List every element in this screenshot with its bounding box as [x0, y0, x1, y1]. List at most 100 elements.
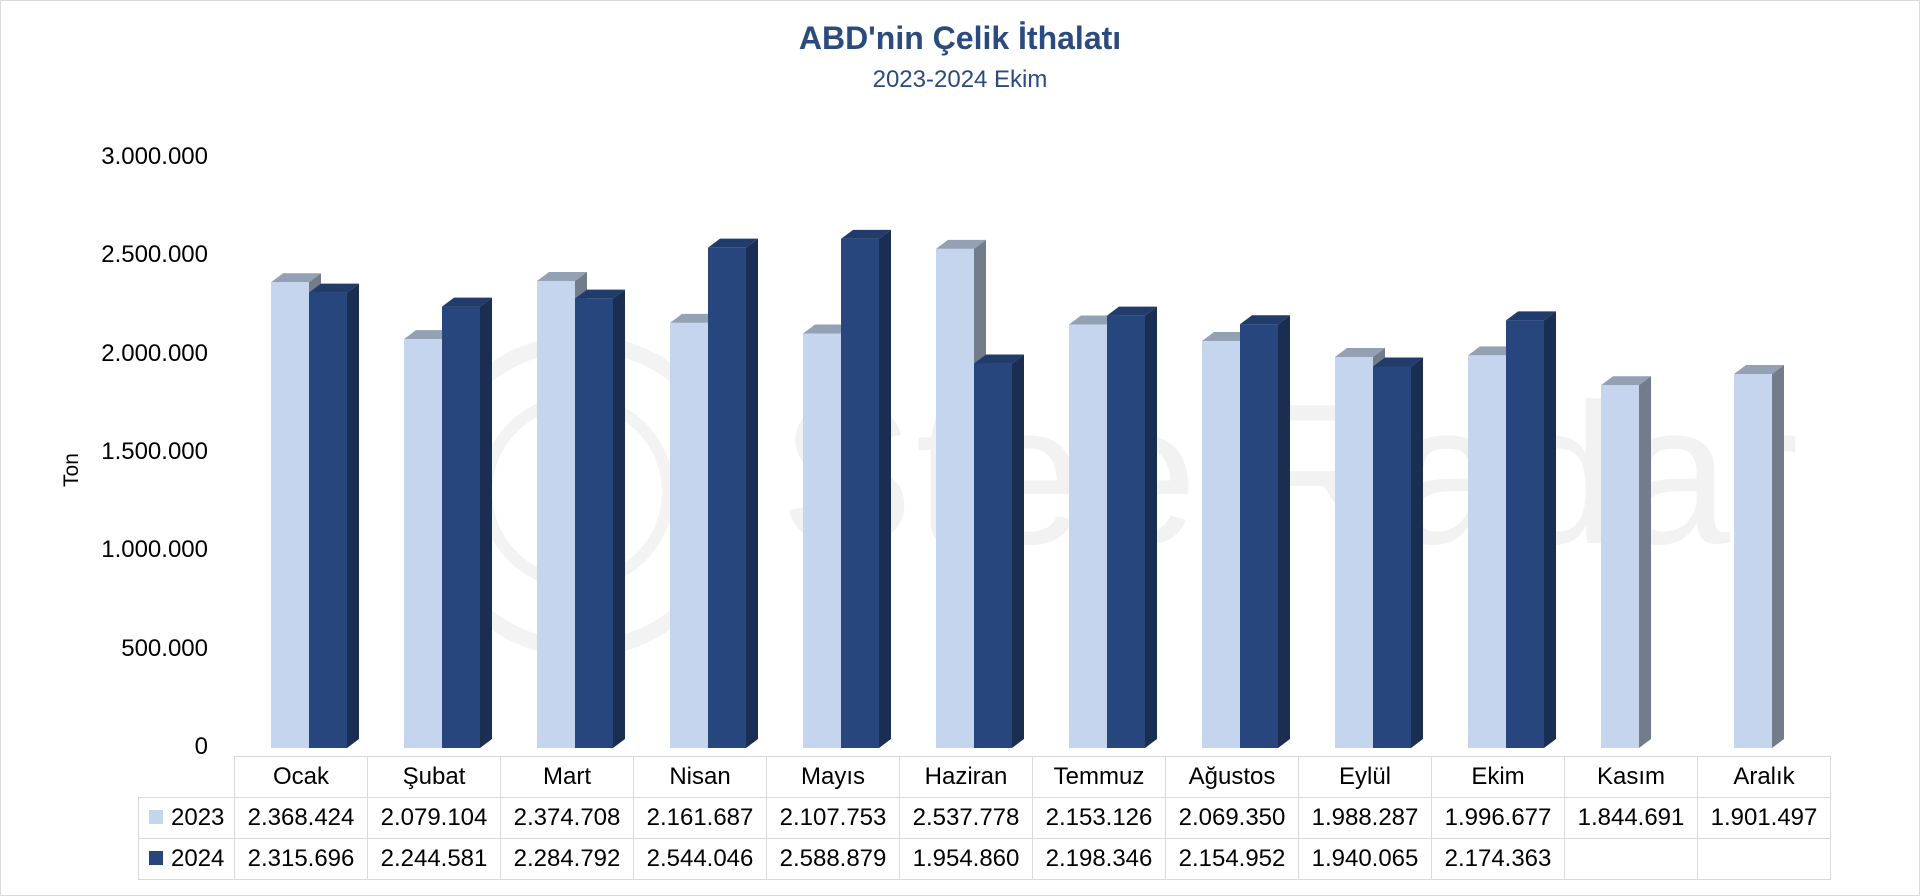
bar-top-face: [271, 273, 321, 283]
bar-top-face: [670, 313, 720, 323]
bar-2024-Mayıs: [841, 229, 891, 749]
bar-top-face: [1069, 315, 1119, 325]
data-value-cell: 2.154.952: [1165, 838, 1299, 880]
data-value-cell: 2.198.346: [1032, 838, 1166, 880]
bar-front-face: [1202, 341, 1240, 748]
bar-front-face: [803, 333, 841, 748]
bar-side-face: [1639, 376, 1651, 748]
data-value-cell: 1.996.677: [1431, 797, 1565, 839]
bar-front-face: [537, 280, 575, 748]
bar-side-face: [1544, 311, 1556, 748]
bar-top-face: [841, 229, 891, 239]
data-value-cell: 2.174.363: [1431, 838, 1565, 880]
bar-front-face: [936, 248, 974, 748]
data-value-cell: 2.588.879: [766, 838, 900, 880]
data-value-cell: 2.284.792: [500, 838, 634, 880]
category-label: Ağustos: [1165, 756, 1299, 798]
bar-front-face: [1468, 355, 1506, 748]
bar-top-face: [309, 283, 359, 293]
data-table-row-2023: 2023 2.368.424 2.079.104 2.374.708 2.161.687…: [138, 797, 1831, 839]
bar-2024-Ekim: [1506, 311, 1556, 748]
data-value-cell: 1.901.497: [1697, 797, 1831, 839]
y-tick-label: 2.000.000: [101, 339, 208, 367]
bar-front-face: [1601, 385, 1639, 748]
data-value-cell: 2.315.696: [234, 838, 368, 880]
data-value-cell: 2.079.104: [367, 797, 501, 839]
bar-front-face: [1069, 324, 1107, 748]
data-value-cell: [1697, 838, 1831, 880]
bar-front-face: [404, 339, 442, 748]
data-value-cell: 2.374.708: [500, 797, 634, 839]
bar-top-face: [404, 330, 454, 340]
y-tick-label: 3.000.000: [101, 143, 208, 170]
bar-top-face: [708, 238, 758, 248]
bar-front-face: [1373, 366, 1411, 748]
bar-2024-Haziran: [974, 354, 1024, 748]
bar-front-face: [1335, 356, 1373, 748]
y-tick-label: 500.000: [121, 634, 208, 662]
data-value-cell: 2.368.424: [234, 797, 368, 839]
legend-swatch-icon: [149, 809, 163, 824]
bar-side-face: [1772, 365, 1784, 748]
bar-top-face: [1734, 365, 1784, 375]
series-name: 2023: [171, 804, 225, 831]
bar-2024-Eylül: [1373, 357, 1423, 748]
data-value-cell: 2.107.753: [766, 797, 900, 839]
category-label: Kasım: [1564, 756, 1698, 798]
category-label: Şubat: [367, 756, 501, 798]
chart-title: ABD'nin Çelik İthalatı: [798, 20, 1122, 56]
bar-side-face: [746, 238, 758, 748]
bar-top-face: [803, 324, 853, 334]
bar-top-face: [1468, 346, 1518, 356]
category-label: Temmuz: [1032, 756, 1166, 798]
bar-2024-Temmuz: [1107, 306, 1157, 748]
data-value-cell: 2.161.687: [633, 797, 767, 839]
data-table-row-2024: 2024 2.315.696 2.244.581 2.284.792 2.544.046…: [138, 838, 1831, 880]
bar-2024-Ocak: [309, 283, 359, 748]
bar-front-face: [841, 238, 879, 748]
bar-top-face: [1335, 347, 1385, 357]
bar-top-face: [1601, 376, 1651, 386]
chart-subtitle: 2023-2024 Ekim: [872, 66, 1048, 93]
bar-2024-Mart: [575, 289, 625, 748]
bar-top-face: [537, 271, 587, 281]
y-tick-label: 1.000.000: [101, 536, 208, 564]
bar-side-face: [347, 283, 359, 748]
data-value-cell: 1.988.287: [1298, 797, 1432, 839]
data-value-cell: [1564, 838, 1698, 880]
data-table-header-row: Ocak Şubat Mart Nisan Mayıs Haziran Temmuz Ağus…: [138, 756, 1831, 798]
y-tick-label: 1.500.000: [101, 438, 208, 465]
category-label: Mart: [500, 756, 634, 798]
bar-top-face: [1240, 315, 1290, 325]
legend-entry: 2023: [138, 797, 235, 839]
bar-front-face: [309, 292, 347, 748]
bar-side-face: [1145, 306, 1157, 748]
bar-2023-Kasım: [1601, 376, 1651, 748]
bar-side-face: [613, 289, 625, 748]
data-table: Ocak Şubat Mart Nisan Mayıs Haziran Temmuz Ağus…: [138, 756, 1831, 880]
data-value-cell: 2.069.350: [1165, 797, 1299, 839]
bar-side-face: [879, 229, 891, 749]
data-value-cell: 2.537.778: [899, 797, 1033, 839]
bar-top-face: [1506, 311, 1556, 321]
bar-front-face: [271, 282, 309, 748]
data-value-cell: 1.844.691: [1564, 797, 1698, 839]
bar-front-face: [708, 247, 746, 748]
bar-2023-Aralık: [1734, 365, 1784, 748]
category-label: Eylül: [1298, 756, 1432, 798]
bar-front-face: [1240, 324, 1278, 748]
bar-side-face: [480, 297, 492, 748]
bar-2024-Ağustos: [1240, 315, 1290, 748]
bar-top-face: [936, 239, 986, 249]
bar-2024-Şubat: [442, 297, 492, 748]
bar-side-face: [1411, 357, 1423, 748]
bar-front-face: [442, 306, 480, 748]
category-label: Ocak: [234, 756, 368, 798]
category-label: Ekim: [1431, 756, 1565, 798]
bar-top-face: [1202, 332, 1252, 342]
bar-front-face: [670, 322, 708, 748]
bar-top-face: [1107, 306, 1157, 316]
bar-front-face: [1734, 374, 1772, 748]
data-value-cell: 1.954.860: [899, 838, 1033, 880]
